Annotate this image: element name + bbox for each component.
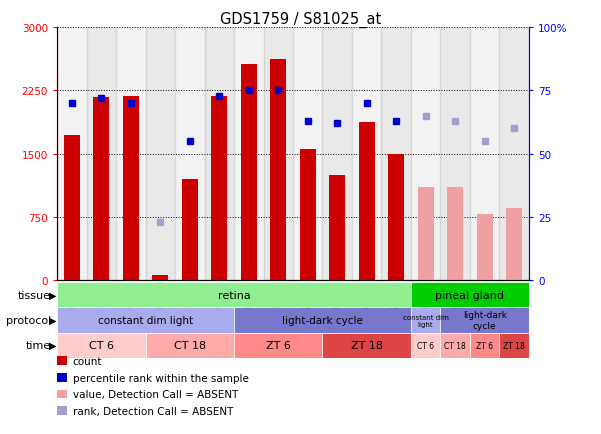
Bar: [411, 28, 441, 280]
Bar: [382, 28, 411, 280]
Text: percentile rank within the sample: percentile rank within the sample: [73, 373, 249, 383]
Bar: [204, 28, 234, 280]
Bar: [293, 28, 323, 280]
Bar: [499, 333, 529, 358]
Bar: [418, 188, 434, 280]
Text: ▶: ▶: [49, 316, 56, 325]
Bar: [182, 180, 198, 280]
Bar: [388, 155, 404, 280]
Bar: [57, 28, 87, 280]
Text: pineal gland: pineal gland: [435, 290, 504, 300]
Text: CT 6: CT 6: [417, 341, 435, 350]
Text: light-dark
cycle: light-dark cycle: [463, 311, 507, 330]
Bar: [263, 28, 293, 280]
Text: count: count: [73, 356, 102, 366]
Bar: [506, 209, 522, 280]
Bar: [441, 333, 470, 358]
Bar: [57, 333, 145, 358]
Bar: [87, 28, 116, 280]
Bar: [116, 28, 145, 280]
Text: value, Detection Call = ABSENT: value, Detection Call = ABSENT: [73, 389, 238, 399]
Bar: [323, 28, 352, 280]
Bar: [211, 96, 227, 280]
Bar: [145, 333, 234, 358]
Bar: [270, 60, 286, 280]
Bar: [477, 215, 493, 280]
Bar: [447, 188, 463, 280]
Bar: [441, 308, 529, 333]
Bar: [57, 308, 234, 333]
Bar: [470, 333, 499, 358]
Text: CT 6: CT 6: [89, 341, 114, 350]
Text: ZT 6: ZT 6: [476, 341, 493, 350]
Bar: [323, 333, 411, 358]
Bar: [234, 28, 263, 280]
Text: constant dim
light: constant dim light: [403, 314, 448, 327]
Bar: [57, 283, 411, 308]
Text: CT 18: CT 18: [444, 341, 466, 350]
Text: light-dark cycle: light-dark cycle: [282, 316, 363, 325]
Text: ▶: ▶: [49, 341, 56, 350]
Bar: [411, 283, 529, 308]
Text: protocol: protocol: [6, 316, 51, 325]
Bar: [411, 308, 441, 333]
Text: ZT 6: ZT 6: [266, 341, 291, 350]
Text: ▶: ▶: [49, 290, 56, 300]
Bar: [441, 28, 470, 280]
Bar: [145, 28, 175, 280]
Bar: [499, 28, 529, 280]
Bar: [123, 97, 139, 280]
Bar: [240, 64, 257, 280]
Bar: [64, 136, 80, 280]
Bar: [152, 275, 168, 280]
Text: constant dim light: constant dim light: [98, 316, 193, 325]
Bar: [470, 28, 499, 280]
Text: tissue: tissue: [18, 290, 51, 300]
Bar: [359, 123, 375, 280]
Bar: [300, 149, 316, 280]
Text: ZT 18: ZT 18: [503, 341, 525, 350]
Bar: [329, 175, 346, 280]
Text: ZT 18: ZT 18: [351, 341, 383, 350]
Text: rank, Detection Call = ABSENT: rank, Detection Call = ABSENT: [73, 406, 233, 416]
Bar: [352, 28, 382, 280]
Text: CT 18: CT 18: [174, 341, 206, 350]
Text: time: time: [26, 341, 51, 350]
Bar: [175, 28, 204, 280]
Bar: [93, 98, 109, 280]
Text: retina: retina: [218, 290, 251, 300]
Bar: [234, 308, 411, 333]
Bar: [234, 333, 323, 358]
Text: GDS1759 / S81025_at: GDS1759 / S81025_at: [220, 12, 381, 28]
Bar: [411, 333, 441, 358]
